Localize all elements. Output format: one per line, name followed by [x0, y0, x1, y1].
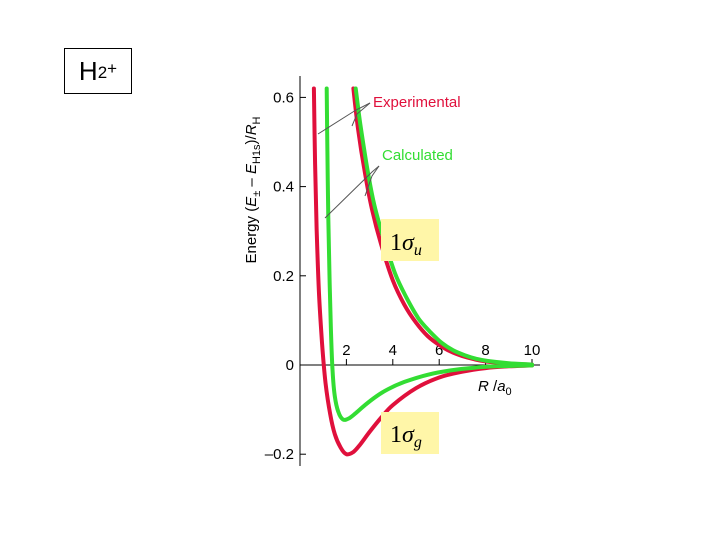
x-tick-label: 10	[524, 342, 541, 359]
series-calculated-sigma-u	[353, 86, 534, 367]
pointer-calculated-right	[364, 165, 380, 197]
ylabel-part: E	[243, 163, 260, 174]
ylabel-part: R	[243, 124, 260, 135]
pointer-experimental-left	[317, 102, 371, 135]
axes: –0.200.20.40.62 4 6 8 10	[265, 76, 541, 466]
ylabel-part: ±	[251, 191, 263, 197]
y-tick-label: 0	[286, 357, 294, 374]
ylabel-part: H1s	[251, 144, 263, 164]
molecule-label: H 2 +	[64, 48, 132, 94]
svg-text:1σu: 1σu	[390, 230, 422, 259]
pointer-calculated-left	[324, 165, 380, 219]
xlabel-part: a	[497, 378, 505, 395]
molecule-label-sup: +	[107, 59, 118, 78]
label-sigma-u-sub: u	[414, 242, 422, 259]
label-sigma-u-greek: σ	[402, 230, 415, 256]
xlabel-part: 0	[506, 386, 512, 398]
ylabel-part: E	[243, 196, 260, 207]
ylabel-part: –	[243, 174, 260, 191]
label-sigma-u-box	[381, 219, 439, 261]
x-axis-label: R /a0	[478, 378, 512, 398]
molecule-label-sub: 2	[97, 63, 108, 82]
ylabel-part: H	[251, 116, 263, 124]
legend-experimental: Experimental	[373, 94, 461, 111]
ylabel-part: )/	[243, 134, 260, 144]
label-sigma-g-greek: σ	[402, 422, 415, 448]
y-tick-label: 0.2	[273, 268, 294, 285]
molecule-label-main: H	[78, 55, 98, 86]
y-tick-label: 0.4	[273, 179, 294, 196]
x-tick-label: 2	[342, 342, 350, 359]
legend-pointers	[317, 102, 380, 219]
series-experimental-sigma-g	[311, 86, 534, 457]
y-tick-label: –0.2	[265, 446, 294, 463]
pointer-experimental-right	[351, 102, 371, 127]
label-sigma-g-num: 1	[390, 422, 402, 448]
xlabel-part: R	[478, 378, 489, 395]
ylabel-part: Energy (	[243, 207, 260, 264]
svg-text:1σg: 1σg	[390, 422, 422, 451]
x-tick-label: 4	[389, 342, 397, 359]
label-sigma-g: 1σg	[381, 412, 439, 454]
legend-calculated: Calculated	[382, 147, 453, 164]
xlabel-part: /	[489, 378, 498, 395]
y-axis-label: Energy (E± – EH1s)/RH	[243, 116, 263, 263]
x-tick-label: 6	[435, 342, 443, 359]
y-tick-label: 0.6	[273, 89, 294, 106]
curves	[311, 86, 534, 457]
label-sigma-u: 1σu	[381, 219, 439, 261]
label-sigma-u-num: 1	[390, 230, 402, 256]
label-sigma-g-box	[381, 412, 439, 454]
x-tick-label: 8	[481, 342, 489, 359]
series-calculated-sigma-g	[324, 86, 534, 422]
label-sigma-g-sub: g	[414, 434, 422, 451]
